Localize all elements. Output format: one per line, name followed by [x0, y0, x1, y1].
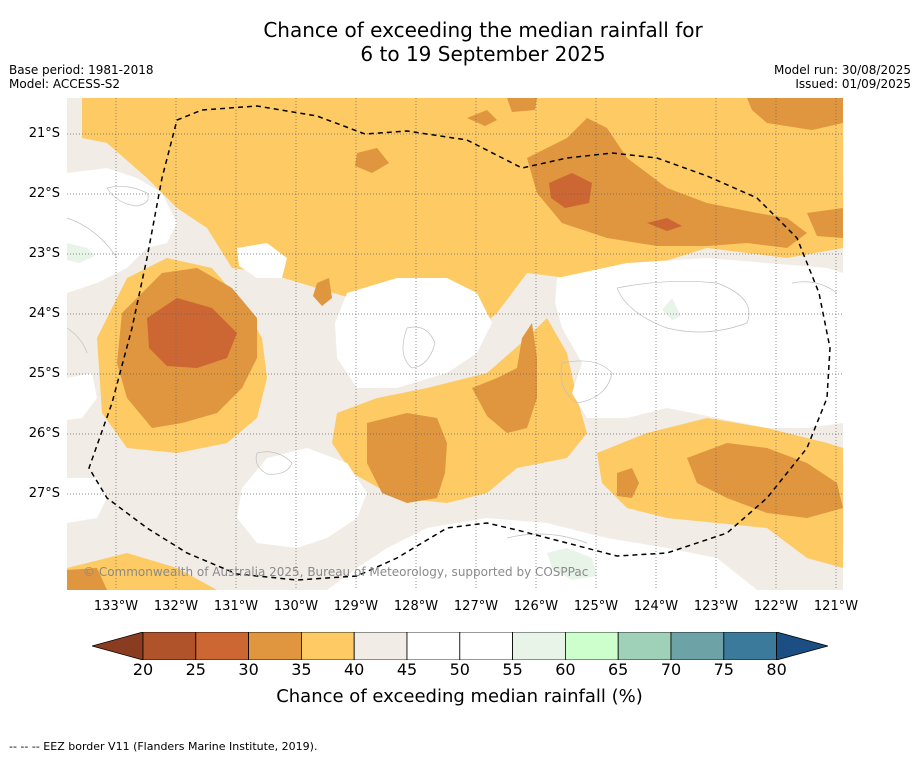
lat-label: 26°S: [28, 426, 60, 441]
colorbar-tick-label: 45: [396, 660, 418, 679]
colorbar-tick-label: 70: [660, 660, 682, 679]
colorbar-segment: [300, 631, 355, 661]
lat-label: 21°S: [28, 126, 60, 141]
lat-label: 27°S: [28, 486, 60, 501]
lon-label: 129°W: [333, 599, 379, 614]
chart-title: Chance of exceeding the median rainfall …: [0, 18, 919, 66]
colorbar-segment: [142, 631, 197, 661]
contour-lines: [67, 186, 838, 544]
issued-text: Issued: 01/09/2025: [795, 77, 911, 91]
colorbar-segment: [353, 631, 408, 661]
colorbar-svg: [90, 631, 830, 661]
model-text: Model: ACCESS-S2: [9, 77, 121, 91]
colorbar-tick-label: 20: [132, 660, 154, 679]
colorbar-under-arrow: [90, 631, 144, 661]
colorbar-tick-label: 75: [713, 660, 734, 679]
colorbar-segment: [564, 631, 619, 661]
colorbar-segment: [617, 631, 672, 661]
lon-label: 128°W: [393, 599, 439, 614]
meta-left: Base period: 1981-2018 Model: ACCESS-S2: [9, 63, 154, 91]
colorbar-tick-label: 30: [238, 660, 259, 679]
colorbar-tick-label: 40: [344, 660, 365, 679]
colorbar-tick-label: 60: [555, 660, 576, 679]
zone-25-30: [147, 173, 682, 368]
colorbar-over-arrow: [776, 631, 830, 661]
colorbar-segment: [459, 631, 513, 661]
lon-label: 132°W: [153, 599, 199, 614]
lon-label: 124°W: [633, 599, 679, 614]
lat-label: 25°S: [28, 366, 60, 381]
lat-label: 22°S: [28, 186, 60, 201]
graticule: [67, 98, 843, 590]
lon-label: 123°W: [693, 599, 739, 614]
meta-right: Model run: 30/08/2025 Issued: 01/09/2025: [774, 63, 911, 91]
lat-label: 24°S: [28, 306, 60, 321]
model-run-text: Model run: 30/08/2025: [773, 63, 911, 77]
eez-border: [88, 105, 831, 581]
colorbar-tick-label: 55: [502, 660, 523, 679]
colorbar: [90, 631, 830, 661]
eez-legend-note: -- -- -- EEZ border V11 (Flanders Marine…: [9, 740, 318, 753]
lon-label: 122°W: [753, 599, 799, 614]
copyright-text: © Commonwealth of Australia 2025, Bureau…: [83, 565, 589, 579]
zone-55-60: [67, 243, 681, 580]
colorbar-tick-label: 25: [185, 660, 206, 679]
lon-label: 133°W: [93, 599, 139, 614]
map-canvas: [67, 98, 843, 590]
colorbar-segment: [195, 631, 250, 661]
colorbar-ticks: 20 25 30 35 40 45 50 55 60 65 70 75 80: [0, 660, 919, 680]
colorbar-tick-label: 50: [449, 660, 470, 679]
colorbar-tick-label: 80: [766, 660, 787, 679]
colorbar-segment: [248, 631, 302, 661]
lon-label: 125°W: [573, 599, 619, 614]
lat-label: 23°S: [28, 246, 60, 261]
colorbar-label: Chance of exceeding median rainfall (%): [276, 686, 643, 707]
lon-label: 127°W: [453, 599, 499, 614]
colorbar-tick-label: 65: [608, 660, 629, 679]
title-line-2: 6 to 19 September 2025: [360, 42, 606, 66]
lon-label: 130°W: [273, 599, 319, 614]
lon-label: 131°W: [213, 599, 259, 614]
lon-label: 121°W: [813, 599, 859, 614]
lon-label: 126°W: [513, 599, 559, 614]
title-line-1: Chance of exceeding the median rainfall …: [263, 18, 703, 42]
colorbar-segment: [670, 631, 725, 661]
colorbar-segment: [406, 631, 461, 661]
colorbar-segment: [512, 631, 566, 661]
colorbar-segment: [723, 631, 777, 661]
colorbar-tick-label: 35: [291, 660, 312, 679]
rainfall-map: © Commonwealth of Australia 2025, Bureau…: [67, 98, 843, 590]
base-period-text: Base period: 1981-2018: [9, 63, 154, 77]
